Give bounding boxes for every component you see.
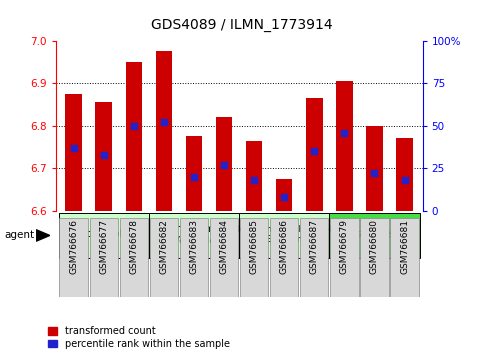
Point <box>311 148 318 154</box>
FancyBboxPatch shape <box>58 213 149 258</box>
FancyBboxPatch shape <box>390 218 419 297</box>
Polygon shape <box>36 230 50 241</box>
Text: agent: agent <box>5 230 35 240</box>
FancyBboxPatch shape <box>270 218 298 297</box>
Text: GSM766681: GSM766681 <box>400 219 409 274</box>
Bar <box>276 179 293 211</box>
FancyBboxPatch shape <box>180 218 208 297</box>
Point <box>160 120 168 125</box>
Bar <box>96 102 112 211</box>
Bar <box>185 136 202 211</box>
Point <box>100 152 108 158</box>
FancyBboxPatch shape <box>150 218 178 297</box>
Point <box>130 123 138 129</box>
FancyBboxPatch shape <box>149 213 239 258</box>
Text: GSM766680: GSM766680 <box>370 219 379 274</box>
Bar <box>126 62 142 211</box>
Bar <box>306 98 323 211</box>
FancyBboxPatch shape <box>59 218 88 297</box>
Point <box>70 145 77 151</box>
Point <box>401 177 409 183</box>
Text: GSM766678: GSM766678 <box>129 219 138 274</box>
Legend: transformed count, percentile rank within the sample: transformed count, percentile rank withi… <box>48 326 230 349</box>
Point <box>190 174 198 179</box>
Text: GDS4089 / ILMN_1773914: GDS4089 / ILMN_1773914 <box>151 18 332 32</box>
Text: GSM766677: GSM766677 <box>99 219 108 274</box>
Point <box>370 171 378 176</box>
FancyBboxPatch shape <box>240 218 268 297</box>
Text: GSM766687: GSM766687 <box>310 219 319 274</box>
FancyBboxPatch shape <box>210 218 238 297</box>
FancyBboxPatch shape <box>360 218 389 297</box>
FancyBboxPatch shape <box>330 218 358 297</box>
Text: Estrogen: Estrogen <box>350 229 399 239</box>
Text: GSM766683: GSM766683 <box>189 219 199 274</box>
Point <box>220 162 228 168</box>
Bar <box>216 117 232 211</box>
Bar <box>156 51 172 211</box>
Bar <box>396 138 413 211</box>
Text: GSM766684: GSM766684 <box>220 219 228 274</box>
FancyBboxPatch shape <box>120 218 148 297</box>
Text: GSM766682: GSM766682 <box>159 219 169 274</box>
Text: Bortezomib (Velcade) +
Estrogen: Bortezomib (Velcade) + Estrogen <box>234 225 334 244</box>
Bar <box>336 81 353 211</box>
Point <box>250 177 258 183</box>
Point <box>280 194 288 200</box>
FancyBboxPatch shape <box>300 218 328 297</box>
FancyBboxPatch shape <box>239 213 329 258</box>
Bar <box>65 94 82 211</box>
Text: GSM766686: GSM766686 <box>280 219 289 274</box>
Text: Bortezomib
(Velcade): Bortezomib (Velcade) <box>162 224 226 245</box>
Text: GSM766679: GSM766679 <box>340 219 349 274</box>
Text: GSM766685: GSM766685 <box>250 219 258 274</box>
Point <box>341 130 348 135</box>
Bar <box>246 141 262 211</box>
Text: control: control <box>85 229 123 239</box>
FancyBboxPatch shape <box>89 218 118 297</box>
Bar <box>366 126 383 211</box>
Text: GSM766676: GSM766676 <box>69 219 78 274</box>
FancyBboxPatch shape <box>329 213 420 258</box>
